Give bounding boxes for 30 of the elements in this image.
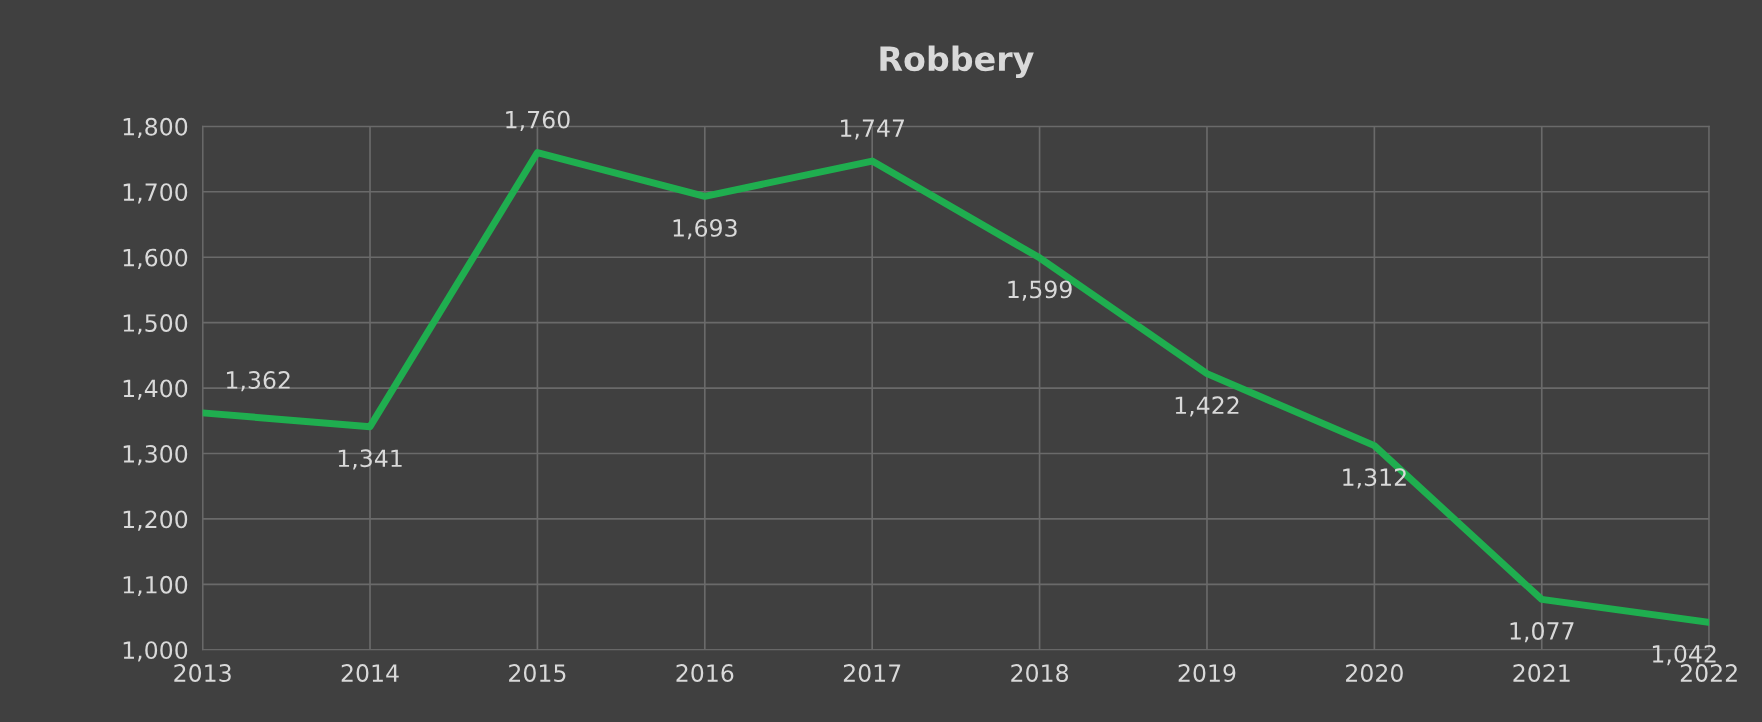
y-tick-label: 1,500 [123,314,188,335]
x-tick-label: 2018 [1011,664,1069,682]
x-tick-label: 2020 [1346,664,1403,682]
chart-title: Robbery [880,45,1034,78]
x-tick-label: 2013 [174,664,231,682]
x-tick-label: 2015 [509,664,566,682]
data-label: 1,599 [1008,280,1072,301]
y-tick-label: 1,400 [123,379,188,400]
data-label: 1,077 [1510,622,1574,643]
x-tick-label: 2016 [676,664,734,682]
y-tick-label: 1,100 [123,575,188,597]
y-tick-label: 1,600 [123,248,188,269]
y-tick-label: 1,000 [123,641,188,662]
x-tick-label: 2019 [1178,664,1236,682]
data-label: 1,362 [226,371,290,392]
y-tick-label: 1,300 [123,444,188,466]
x-tick-label: 2014 [341,664,399,682]
data-label: 1,422 [1175,396,1239,417]
x-tick-label: 2017 [843,664,901,682]
x-tick-label: 2022 [1680,664,1737,682]
data-label: 1,747 [840,119,904,140]
y-tick-label: 1,800 [123,117,188,139]
data-label: 1,693 [673,219,737,240]
data-label: 1,341 [338,449,402,470]
y-tick-label: 1,700 [123,183,188,204]
data-label: 1,312 [1343,468,1406,489]
x-tick-label: 2021 [1513,664,1570,682]
data-label: 1,042 [1652,644,1716,666]
y-tick-label: 1,200 [123,510,188,531]
data-label: 1,760 [506,110,570,131]
